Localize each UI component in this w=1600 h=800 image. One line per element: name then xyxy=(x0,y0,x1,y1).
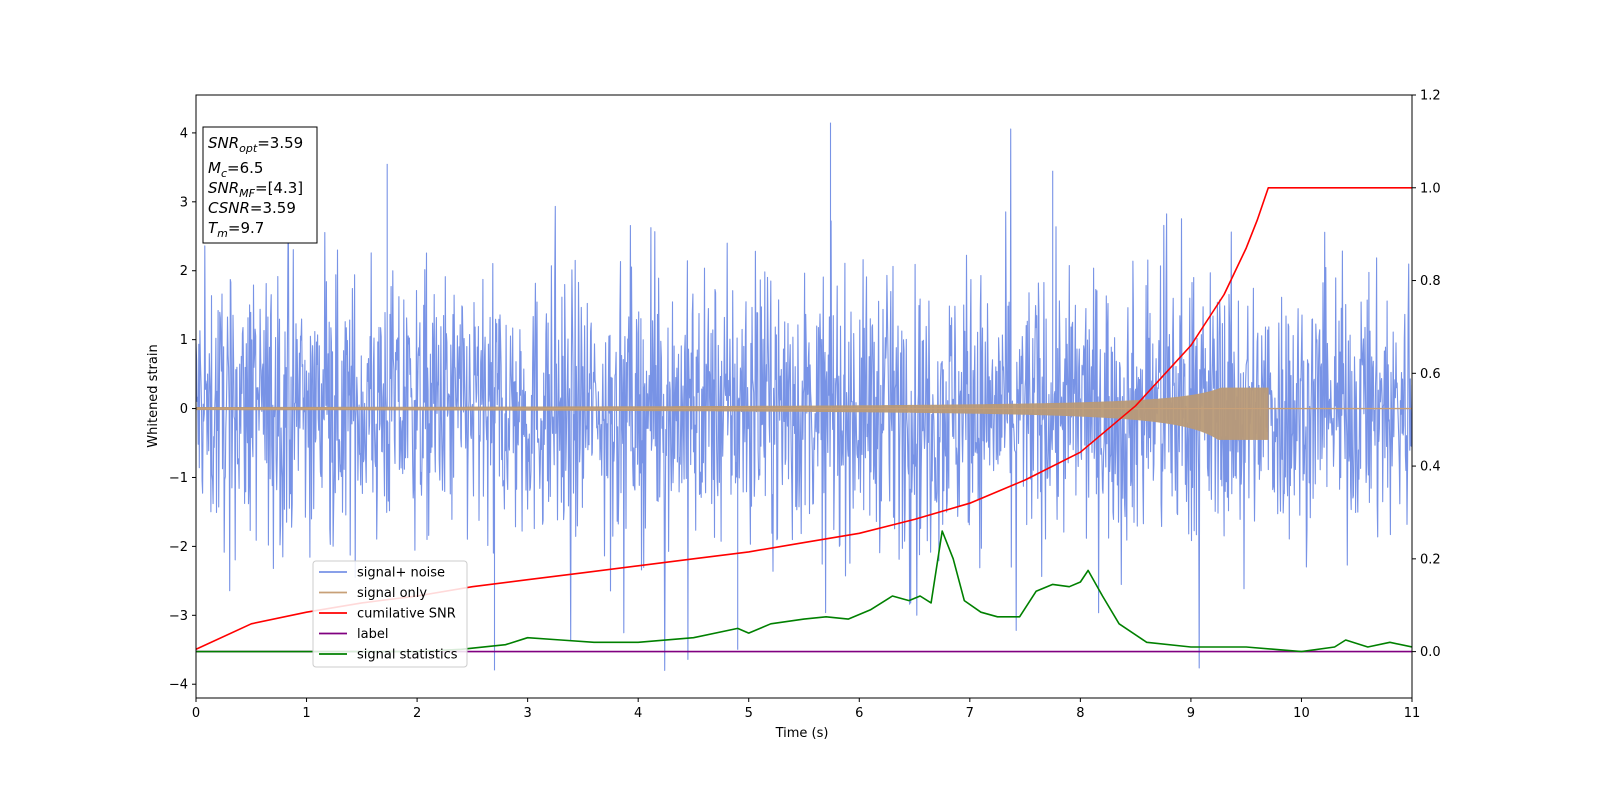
y2-tick-label: 1.2 xyxy=(1420,89,1441,104)
legend: signal+ noise signal only cumilative SNR la… xyxy=(312,560,468,668)
annotation-value: =9.7 xyxy=(228,219,264,237)
annotation-subscript: m xyxy=(217,227,228,240)
x-tick-label: 1 xyxy=(302,706,310,721)
annotation-symbol: M xyxy=(208,159,221,177)
legend-entry-label: label xyxy=(357,627,388,642)
y2-tick-label: 0.4 xyxy=(1420,460,1441,475)
x-tick-label: 0 xyxy=(192,706,200,721)
annotation-subscript: c xyxy=(221,167,227,180)
y-axis-label: Whitened strain xyxy=(146,344,161,447)
signal-statistics-line xyxy=(196,530,1412,653)
x-axis-label: Time (s) xyxy=(775,726,829,741)
annotation-value: =[4.3] xyxy=(255,179,303,197)
y-tick-label: −4 xyxy=(169,678,188,693)
annotation-symbol: T xyxy=(208,219,219,237)
x-tick-label: 7 xyxy=(966,706,974,721)
x-axis: 0 1 2 3 4 5 6 7 8 9 10 11 xyxy=(192,698,1420,721)
annotation-value: =3.59 xyxy=(257,134,303,152)
legend-entry-label: signal+ noise xyxy=(357,566,445,581)
signal-only-series xyxy=(196,387,1412,440)
y-tick-label: 0 xyxy=(180,402,188,417)
legend-entry-label: cumilative SNR xyxy=(357,607,456,622)
annotation-value: =3.59 xyxy=(250,199,296,217)
y-tick-label: 4 xyxy=(180,126,188,141)
x-tick-label: 10 xyxy=(1293,706,1310,721)
y2-tick-label: 1.0 xyxy=(1420,181,1441,196)
y-tick-label: −1 xyxy=(169,471,188,486)
annotation-subscript: opt xyxy=(239,142,258,155)
legend-entry-label: signal statistics xyxy=(357,648,458,663)
y-axis-right: 0.0 0.2 0.4 0.6 0.8 1.0 1.2 xyxy=(1412,89,1441,660)
annotation-subscript: MF xyxy=(239,187,255,200)
annotation-symbol: SNR xyxy=(208,179,239,197)
annotation-line: CSNR=3.59 xyxy=(208,199,296,217)
annotation-symbol: CSNR xyxy=(208,199,250,217)
y-tick-label: −3 xyxy=(169,609,188,624)
y2-tick-label: 0.6 xyxy=(1420,367,1441,382)
x-tick-label: 3 xyxy=(523,706,531,721)
y-tick-label: 3 xyxy=(180,195,188,210)
x-tick-label: 6 xyxy=(855,706,863,721)
x-tick-label: 11 xyxy=(1404,706,1421,721)
annotation-line: SNRopt=3.59 xyxy=(208,134,303,155)
annotation-symbol: SNR xyxy=(208,134,239,152)
annotation-line: SNRMF=[4.3] xyxy=(208,179,303,200)
y-tick-label: 2 xyxy=(180,264,188,279)
legend-entry-label: signal only xyxy=(357,586,427,601)
y-axis-left: −4 −3 −2 −1 0 1 2 3 4 xyxy=(169,126,196,693)
x-tick-label: 4 xyxy=(634,706,642,721)
y2-tick-label: 0.0 xyxy=(1420,645,1441,660)
stats-annotation-box: SNRopt=3.59Mc=6.5SNRMF=[4.3]CSNR=3.59Tm=… xyxy=(202,126,318,244)
y2-tick-label: 0.8 xyxy=(1420,274,1441,289)
x-tick-label: 9 xyxy=(1187,706,1195,721)
x-tick-label: 5 xyxy=(745,706,753,721)
y-tick-label: −2 xyxy=(169,540,188,555)
plot-frame xyxy=(195,94,1413,699)
x-tick-label: 8 xyxy=(1076,706,1084,721)
annotation-line: Mc=6.5 xyxy=(208,159,263,180)
annotation-line: Tm=9.7 xyxy=(208,219,264,240)
y2-tick-label: 0.2 xyxy=(1420,552,1441,567)
x-tick-label: 2 xyxy=(413,706,421,721)
y-tick-label: 1 xyxy=(180,333,188,348)
annotation-value: =6.5 xyxy=(227,159,263,177)
signal-noise-line xyxy=(196,122,1412,671)
signal-only-envelope xyxy=(196,387,1269,440)
signal-noise-series xyxy=(196,122,1412,671)
